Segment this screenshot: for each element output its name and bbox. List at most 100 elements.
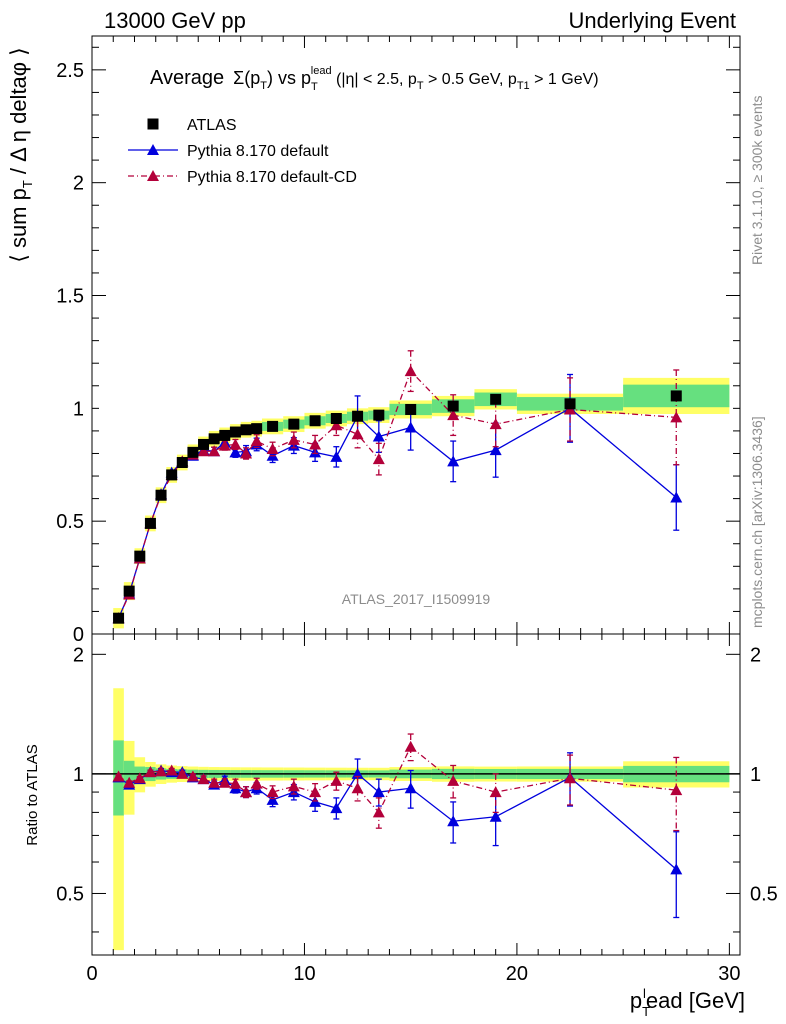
ratio-point xyxy=(112,770,125,782)
header-left: 13000 GeV pp xyxy=(104,8,246,33)
atlas-point xyxy=(330,412,342,424)
atlas-point xyxy=(187,446,199,458)
ratio-point xyxy=(229,777,242,789)
atlas-point xyxy=(373,409,385,421)
ratio-series xyxy=(112,733,683,919)
ratio-point xyxy=(564,772,577,784)
ratio-point xyxy=(266,786,279,798)
data-point xyxy=(309,438,322,450)
ratio-point xyxy=(176,767,189,779)
ratio-point xyxy=(447,815,460,827)
atlas-point xyxy=(564,398,576,410)
atlas-point xyxy=(447,400,459,412)
ratio-point xyxy=(155,765,168,777)
x-tick-label: 0 xyxy=(86,963,97,985)
main-series xyxy=(112,350,683,624)
atlas-point xyxy=(176,456,188,468)
data-point xyxy=(287,433,300,445)
data-point xyxy=(670,411,683,423)
ratio-point xyxy=(372,786,385,798)
data-point xyxy=(447,455,460,467)
data-point xyxy=(670,491,683,503)
data-point xyxy=(372,453,385,465)
ratio-point xyxy=(309,786,322,798)
data-point xyxy=(404,421,417,433)
ratio-panel: 0 10 20 30 0.5 0.5 1 1 2 2 xyxy=(56,633,778,985)
ratio-point xyxy=(372,806,385,818)
data-point xyxy=(351,428,364,440)
atlas-point xyxy=(352,410,364,422)
atlas-point xyxy=(251,423,263,435)
y-tick-label: 1 xyxy=(73,398,84,420)
ratio-point xyxy=(250,777,263,789)
atlas-point xyxy=(208,433,220,445)
ratio-point xyxy=(447,774,460,786)
legend: ATLAS Pythia 8.170 default Pythia 8.170 de… xyxy=(128,117,357,186)
data-point xyxy=(404,365,417,377)
data-point xyxy=(240,447,253,459)
ratio-point xyxy=(144,766,157,778)
main-ticks: 0 0.5 1 1.5 2 2.5 xyxy=(56,36,740,646)
analysis-id: ATLAS_2017_I1509919 xyxy=(342,591,491,607)
ratio-tick-label: 2 xyxy=(73,644,84,666)
data-point xyxy=(229,446,242,458)
mcplots-note: mcplots.cern.ch [arXiv:1306.3436] xyxy=(749,416,765,628)
ratio-point xyxy=(197,773,210,785)
ratio-point xyxy=(123,776,136,788)
y-tick-label: 0.5 xyxy=(56,511,84,533)
ratio-frame xyxy=(91,633,741,956)
ratio-tick-label: 2 xyxy=(750,644,761,666)
x-tick-label: 30 xyxy=(718,963,740,985)
data-point xyxy=(266,442,279,454)
atlas-point xyxy=(267,420,279,432)
atlas-point xyxy=(490,393,502,405)
atlas-point xyxy=(670,390,682,402)
legend-marker xyxy=(147,118,159,130)
ratio-point xyxy=(351,782,364,794)
ratio-tick-label: 1 xyxy=(750,764,761,786)
data-point xyxy=(447,409,460,421)
atlas-point xyxy=(123,585,135,597)
data-point xyxy=(489,418,502,430)
atlas-point xyxy=(113,612,125,624)
legend-marker xyxy=(147,170,159,181)
data-point xyxy=(197,445,210,457)
data-point xyxy=(250,435,263,447)
atlas-point xyxy=(134,550,146,562)
ratio-point xyxy=(133,772,146,784)
atlas-point xyxy=(405,403,417,415)
data-point xyxy=(372,430,385,442)
ratio-point xyxy=(404,782,417,794)
legend-label: Pythia 8.170 default-CD xyxy=(187,169,357,186)
ratio-point xyxy=(670,784,683,796)
data-point xyxy=(208,445,221,457)
y-tick-label: 2 xyxy=(73,173,84,195)
x-tick-label: 20 xyxy=(506,963,528,985)
ratio-ticks: 0 10 20 30 0.5 0.5 1 1 2 2 xyxy=(56,634,778,985)
atlas-point xyxy=(309,415,321,427)
main-y-axis-label: ⟨ sum pT / Δ η deltaφ ⟩ xyxy=(6,47,35,263)
chart-title: Average Σ(pT) vs pTlead (|η| < 2.5, pT >… xyxy=(150,65,599,93)
atlas-point xyxy=(240,424,252,436)
y-tick-label: 2.5 xyxy=(56,60,84,82)
ratio-point xyxy=(266,793,279,805)
data-point xyxy=(218,439,231,451)
main-panel: 0 0.5 1 1.5 2 2.5 xyxy=(56,35,741,646)
ratio-point xyxy=(186,770,199,782)
y-tick-label: 1.5 xyxy=(56,286,84,308)
legend-label: Pythia 8.170 default xyxy=(187,143,329,160)
ratio-point xyxy=(240,786,253,798)
y-tick-label: 0 xyxy=(73,624,84,646)
ratio-point xyxy=(218,776,231,788)
legend-marker xyxy=(147,144,159,155)
header-right: Underlying Event xyxy=(568,8,736,33)
x-tick-label: 10 xyxy=(293,963,315,985)
ratio-point xyxy=(330,774,343,786)
ratio-series-line xyxy=(118,769,677,870)
atlas-point xyxy=(198,438,210,450)
atlas-point xyxy=(144,517,156,529)
atlas-point xyxy=(229,426,241,438)
ratio-point xyxy=(489,810,502,822)
atlas-point xyxy=(166,469,178,481)
